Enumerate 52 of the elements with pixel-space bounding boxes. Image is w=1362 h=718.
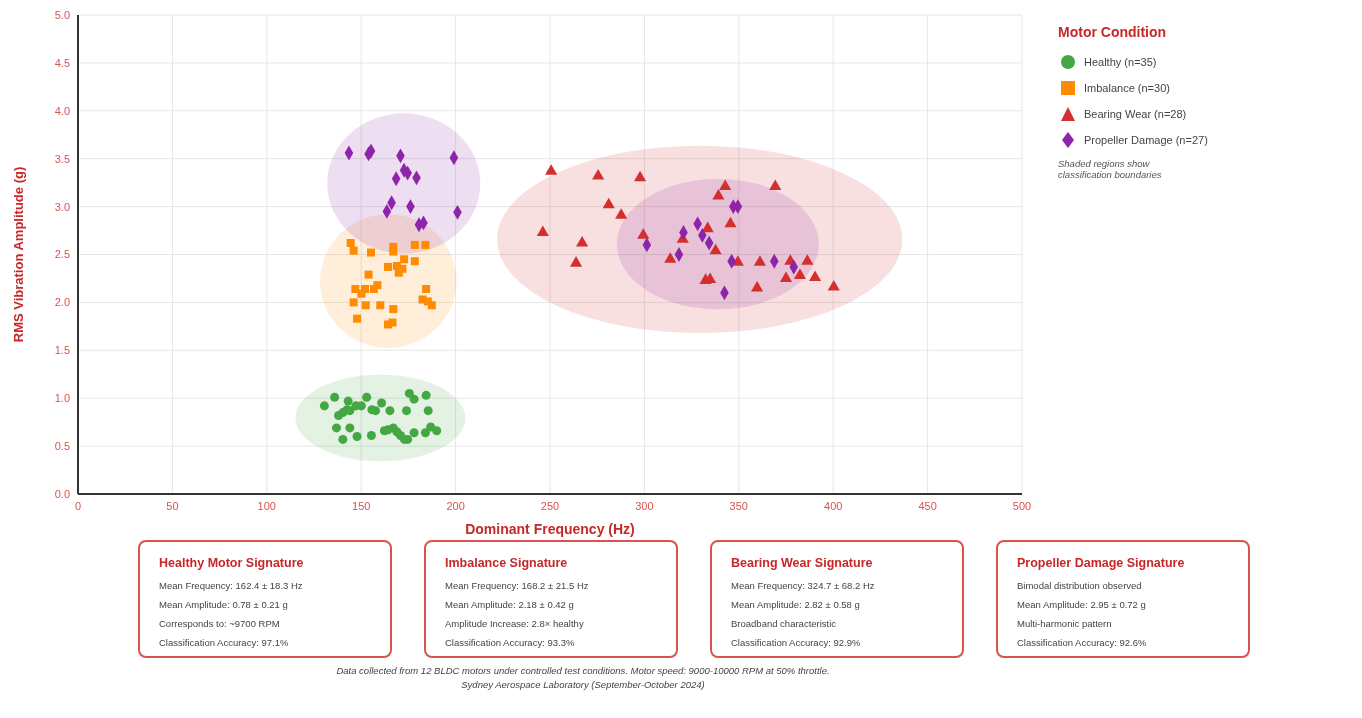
text: Mean Amplitude: 2.82 ± 0.58 g — [731, 599, 861, 610]
x-tick-label: 150 — [352, 499, 371, 512]
text: Mean Amplitude: 2.18 ± 0.42 g — [445, 599, 575, 610]
x-tick-label: 200 — [446, 499, 465, 512]
text: Classification Accuracy: 93.3% — [445, 637, 576, 648]
text: Mean Frequency: 162.4 ± 18.3 Hz — [159, 580, 304, 591]
x-tick-label: 50 — [166, 499, 179, 512]
y-tick-label: 4.0 — [54, 104, 70, 117]
x-tick-label: 250 — [540, 499, 560, 512]
text: Amplitude Increase: 2.8× healthy — [445, 618, 585, 629]
x-tick-label: 300 — [635, 499, 654, 512]
legend-label: Imbalance (n=30) — [1084, 82, 1170, 94]
x-tick-label: 500 — [1012, 499, 1032, 512]
x-tick-label: 350 — [729, 499, 748, 512]
text: Healthy Motor Signature — [159, 556, 305, 570]
text: Mean Frequency: 324.7 ± 68.2 Hz — [731, 580, 876, 591]
y-tick-label: 2.0 — [54, 296, 70, 309]
x-axis-title: Dominant Frequency (Hz) — [465, 521, 635, 537]
legend-title: Motor Condition — [1058, 24, 1168, 40]
text: Mean Amplitude: 0.78 ± 0.21 g — [159, 599, 289, 610]
y-tick-label: 0.0 — [54, 487, 70, 500]
text: Corresponds to: ~9700 RPM — [159, 618, 281, 629]
text: Shaded regions show classification boundaries — [1058, 158, 1163, 180]
y-axis-title: RMS Vibration Amplitude (g) — [10, 166, 26, 343]
text: Multi-harmonic pattern — [1017, 618, 1113, 629]
y-tick-label: 3.0 — [54, 200, 70, 213]
y-tick-label: 3.5 — [54, 152, 70, 165]
legend-label: Healthy (n=35) — [1084, 56, 1157, 68]
text: Classification Accuracy: 92.6% — [1017, 637, 1148, 648]
x-tick-label: 450 — [918, 499, 937, 512]
y-tick-label: 5.0 — [54, 8, 70, 21]
text: Propeller Damage Signature — [1017, 556, 1186, 570]
y-tick-label: 1.5 — [54, 344, 70, 357]
text: Imbalance Signature — [445, 556, 569, 570]
text: Data collected from 12 BLDC motors under controlled test conditions. Motor speed: 9000-10000 RPM at 50% throttle. — [335, 664, 831, 678]
legend-label: Bearing Wear (n=28) — [1084, 108, 1187, 120]
text: Mean Amplitude: 2.95 ± 0.72 g — [1017, 599, 1147, 610]
text: Mean Frequency: 168.2 ± 21.5 Hz — [445, 580, 590, 591]
y-tick-label: 1.0 — [54, 392, 70, 405]
y-tick-label: 4.5 — [54, 56, 70, 69]
x-tick-label: 400 — [824, 499, 843, 512]
text: Bearing Wear Signature — [731, 556, 874, 570]
text: Sydney Aerospace Laboratory (September-October 2024) — [460, 678, 706, 692]
text: Broadband characteristic — [731, 618, 838, 629]
text: Bimodal distribution observed — [1017, 580, 1143, 591]
text: Classification Accuracy: 97.1% — [159, 637, 290, 648]
text: Classification Accuracy: 92.9% — [731, 637, 862, 648]
y-tick-label: 0.5 — [54, 440, 70, 453]
x-tick-label: 0 — [74, 499, 82, 512]
x-tick-label: 100 — [257, 499, 276, 512]
y-tick-label: 2.5 — [54, 248, 70, 261]
legend-label: Propeller Damage (n=27) — [1084, 134, 1208, 146]
